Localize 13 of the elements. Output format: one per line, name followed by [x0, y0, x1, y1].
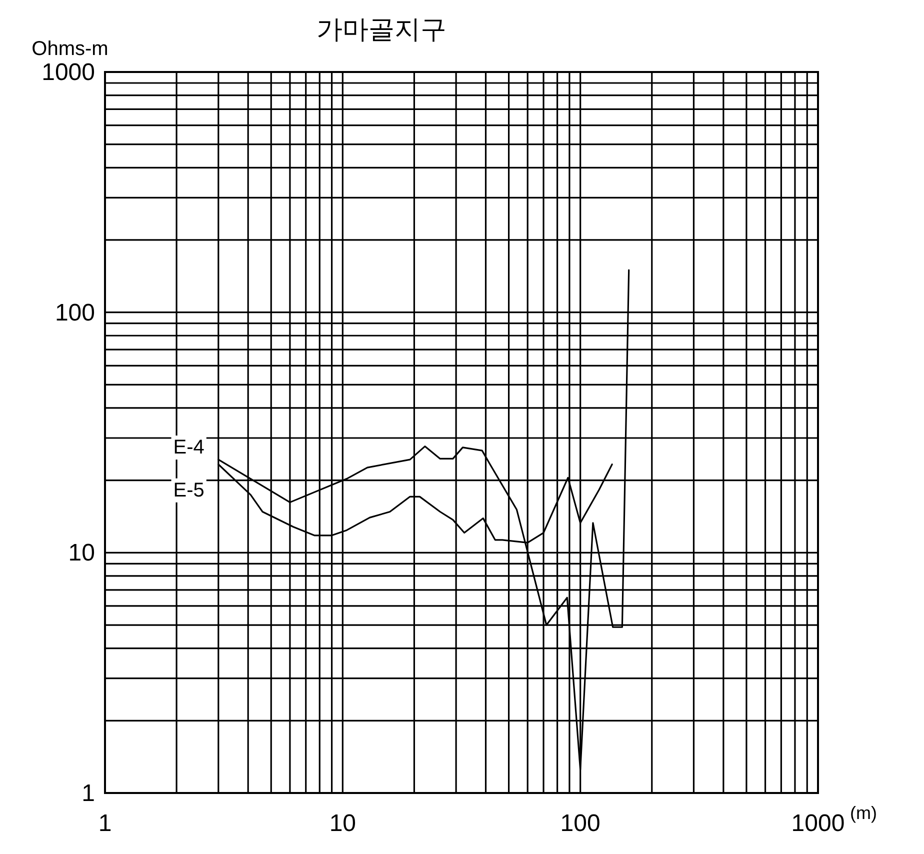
y-tick-label: 1	[82, 780, 95, 807]
y-tick-label: 100	[54, 299, 95, 326]
x-tick-label: 100	[560, 810, 600, 837]
x-tick-label: 1000	[791, 810, 845, 837]
chart-title: 가마골지구	[316, 15, 446, 45]
series-label: E-5	[173, 479, 204, 502]
x-axis-title: (m)	[850, 803, 877, 823]
y-tick-label: 1000	[42, 59, 95, 86]
series-label: E-4	[173, 436, 204, 459]
y-axis-title: Ohms-m	[32, 38, 108, 60]
y-tick-label: 10	[68, 540, 95, 567]
x-tick-label: 1	[98, 810, 112, 837]
x-tick-label: 10	[329, 810, 356, 837]
